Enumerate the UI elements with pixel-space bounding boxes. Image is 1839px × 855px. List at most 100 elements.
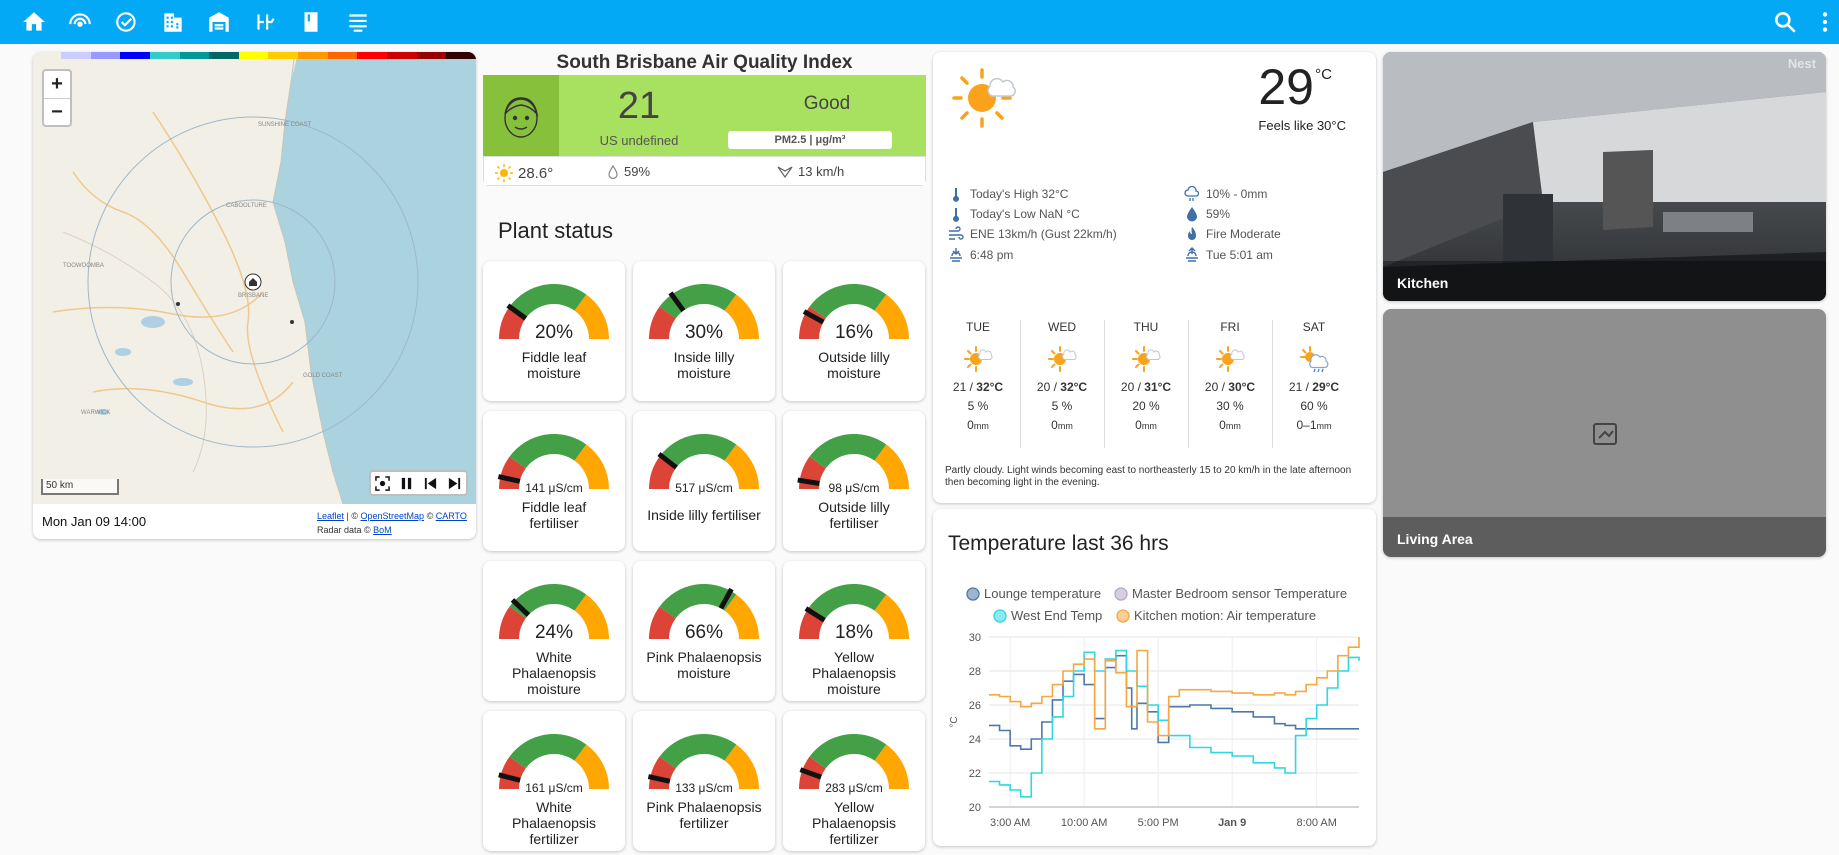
- rain-cloud-icon: [1184, 186, 1200, 201]
- wind-direction-icon: [777, 165, 793, 178]
- gauge-label: Pink Phalaenopsis moisture: [639, 649, 769, 681]
- zoom-control: + −: [42, 69, 72, 127]
- home-icon[interactable]: [21, 9, 47, 35]
- weather-card[interactable]: 29 °C Feels like 30°C Today's High 32°C T…: [933, 52, 1376, 503]
- gauge-dial: [797, 434, 909, 489]
- gauge-segment: [509, 734, 587, 769]
- plant-gauge-card[interactable]: 18% Yellow Phalaenopsis moisture: [783, 561, 925, 701]
- weather-attribute: Today's High 32°C: [948, 186, 1068, 202]
- gauge-label-line: Phalaenopsis: [511, 665, 597, 681]
- x-tick-label: 5:00 PM: [1138, 817, 1179, 829]
- y-axis-label: °C: [949, 716, 960, 727]
- gauge-needle: [647, 774, 671, 784]
- aqi-humidity-value: 59%: [624, 164, 651, 179]
- temperature-chart-card: Temperature last 36 hrs Lounge temperatu…: [933, 509, 1376, 846]
- gauge-value: 24%: [534, 622, 574, 643]
- plant-gauge-card[interactable]: 283 μS/cm Yellow Phalaenopsis fertilizer: [783, 711, 925, 851]
- legend-label: Master Bedroom sensor Temperature: [1132, 586, 1347, 601]
- plant-gauge-card[interactable]: 517 μS/cm Inside lilly fertiliser: [633, 411, 775, 551]
- recenter-icon[interactable]: [371, 472, 395, 494]
- plant-gauge-card[interactable]: 16% Outside lilly moisture: [783, 261, 925, 401]
- zoom-in-button[interactable]: +: [51, 73, 63, 95]
- forecast-rain-unit: mm: [1057, 421, 1073, 431]
- partly-sunny-icon: [1027, 340, 1097, 380]
- forecast-rain-amount: 0mm: [1027, 418, 1097, 437]
- gauge-label: Inside lilly moisture: [639, 349, 769, 381]
- plant-gauge-card[interactable]: 133 μS/cm Pink Phalaenopsis fertilizer: [633, 711, 775, 851]
- building-icon[interactable]: [160, 9, 186, 35]
- book-icon[interactable]: [298, 9, 324, 35]
- leaflet-link[interactable]: Leaflet: [317, 511, 345, 521]
- radar-timestamp: Mon Jan 09 14:00: [42, 514, 147, 529]
- legend-label: Lounge temperature: [984, 586, 1101, 601]
- pv-icon[interactable]: [252, 9, 278, 35]
- plant-gauge-card[interactable]: 24% White Phalaenopsis moisture: [483, 561, 625, 701]
- forecast-rain-value: 0: [1135, 418, 1142, 432]
- gauge-label-line: Yellow: [834, 799, 874, 815]
- y-tick-label: 22: [969, 768, 981, 780]
- gauge-label-line: moisture: [677, 365, 731, 381]
- plant-gauge-card[interactable]: 98 μS/cm Outside lilly fertiliser: [783, 411, 925, 551]
- living-area-camera[interactable]: Living Area: [1383, 309, 1826, 557]
- forecast-rain-unit: mm: [1141, 421, 1157, 431]
- gauge-value: 517 μS/cm: [675, 481, 733, 495]
- gauge-needle: [799, 767, 822, 780]
- openstreetmap-link[interactable]: OpenStreetMap: [360, 511, 425, 521]
- forecast-high: 32°C: [1060, 380, 1088, 394]
- plant-gauge-card[interactable]: 66% Pink Phalaenopsis moisture: [633, 561, 775, 701]
- partly-sunny-icon: [943, 340, 1013, 380]
- plant-gauge-card[interactable]: 161 μS/cm White Phalaenopsis fertilizer: [483, 711, 625, 851]
- search-icon[interactable]: [1772, 9, 1798, 35]
- carto-link[interactable]: CARTO: [435, 511, 467, 521]
- gauge-segment: [874, 294, 909, 339]
- map-place-label: TOOWOOMBA: [63, 263, 104, 269]
- legend-item[interactable]: Lounge temperature: [966, 586, 1101, 601]
- skip-back-icon[interactable]: [419, 472, 443, 494]
- tasks-icon[interactable]: [114, 9, 140, 35]
- legend-item[interactable]: Master Bedroom sensor Temperature: [1114, 586, 1347, 601]
- forecast-rain-chance: 5 %: [1051, 399, 1073, 413]
- gauge-label-line: Pink Phalaenopsis: [646, 649, 762, 665]
- zoom-out-button[interactable]: −: [44, 98, 70, 125]
- warehouse-icon[interactable]: [206, 9, 232, 35]
- x-tick-label: Jan 9: [1218, 817, 1246, 829]
- radar-map[interactable]: SUNSHINE COAST CABOOLTURE TOOWOOMBA BRIS…: [33, 52, 476, 504]
- forecast-rain-unit: mm: [973, 421, 989, 431]
- gauge-value: 98 μS/cm: [828, 481, 880, 495]
- skip-forward-icon[interactable]: [442, 472, 466, 494]
- hvac-icon[interactable]: [345, 9, 371, 35]
- forecast-rain-chance: 20 %: [1132, 399, 1160, 413]
- gauge-segment: [724, 444, 759, 489]
- gauge-label-line: fertilizer: [829, 831, 879, 847]
- radar-icon[interactable]: [67, 9, 93, 35]
- gauge-segment: [659, 734, 737, 769]
- forecast-rain-value: 0: [1219, 418, 1226, 432]
- kitchen-camera[interactable]: Nest Kitchen: [1383, 52, 1826, 301]
- gauge-segment: [874, 594, 909, 639]
- forecast-temps: 21 / 32°C: [952, 380, 1004, 394]
- temperature-chart[interactable]: Lounge temperature Master Bedroom sensor …: [933, 509, 1376, 846]
- droplet-icon: [608, 164, 618, 179]
- legend-swatch: [327, 52, 358, 59]
- plant-gauge-card[interactable]: 30% Inside lilly moisture: [633, 261, 775, 401]
- gauge-segment: [874, 444, 909, 489]
- weather-attribute: Tue 5:01 am: [1184, 247, 1273, 263]
- legend-item[interactable]: Kitchen motion: Air temperature: [1116, 608, 1316, 623]
- radar-controls: [369, 470, 468, 496]
- plant-gauge-card[interactable]: 141 μS/cm Fiddle leaf fertiliser: [483, 411, 625, 551]
- gauge-label-line: White: [536, 649, 572, 665]
- pause-icon[interactable]: [395, 472, 419, 494]
- gauge-needle: [797, 477, 820, 486]
- legend-item[interactable]: West End Temp: [993, 608, 1102, 623]
- bom-link[interactable]: BoM: [373, 525, 392, 535]
- forecast-rain-chance: 60 %: [1300, 399, 1328, 413]
- plant-gauge-card[interactable]: 20% Fiddle leaf moisture: [483, 261, 625, 401]
- gauge-needle: [497, 474, 521, 484]
- humidity-icon: [1187, 207, 1197, 222]
- more-vert-icon[interactable]: [1812, 9, 1838, 35]
- sunset-icon: [950, 248, 962, 262]
- gauge-segment: [574, 594, 609, 639]
- forecast-rain-amount: 0mm: [1111, 418, 1181, 437]
- map-place-label: BRISBANE: [238, 293, 268, 299]
- gauge-segment: [724, 294, 759, 339]
